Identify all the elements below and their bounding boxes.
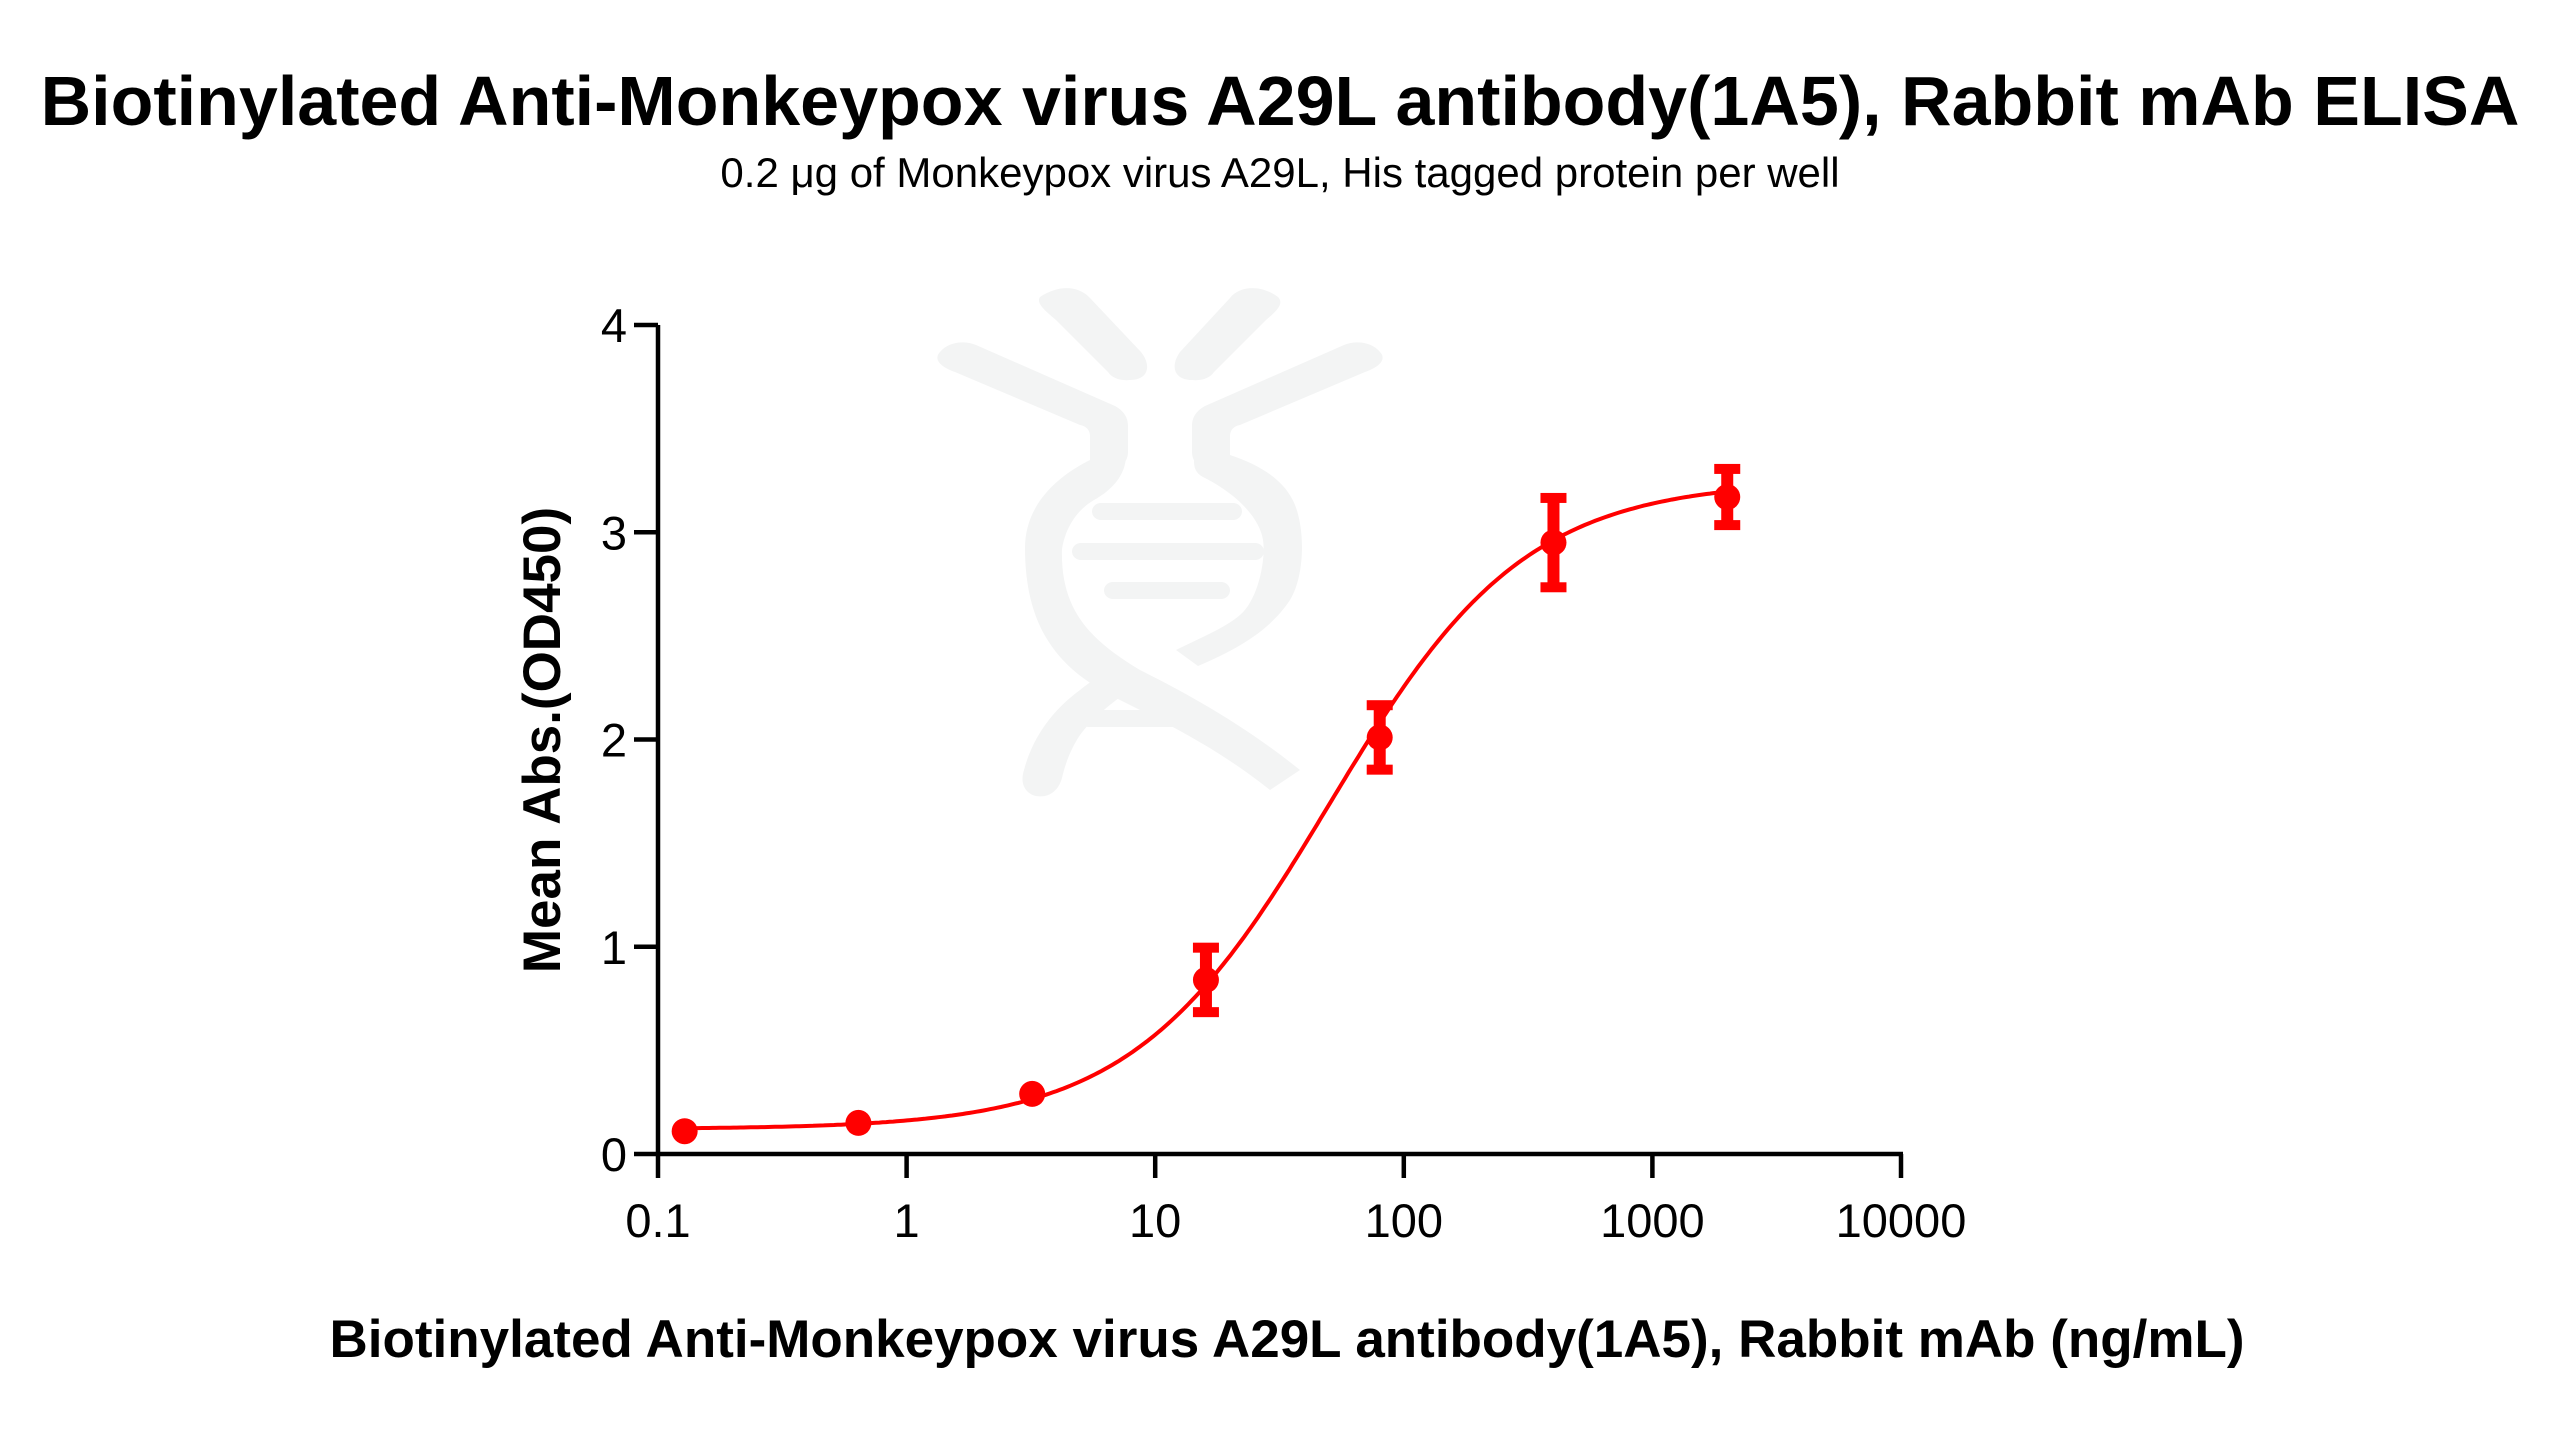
- data-point: [1192, 966, 1219, 993]
- y-tick-label: 3: [601, 506, 627, 559]
- x-tick-label: 10: [1129, 1194, 1181, 1247]
- y-tick-label: 4: [601, 299, 627, 352]
- y-axis-ticks: 0 1 2 3 4: [601, 299, 658, 1181]
- x-axis-ticks: 0.1 1 10 100 1000 10000: [625, 1154, 1966, 1247]
- y-tick-label: 1: [601, 921, 627, 974]
- x-axis-label: Biotinylated Anti-Monkeypox virus A29L a…: [330, 1310, 2245, 1369]
- chart-subtitle: 0.2 μg of Monkeypox virus A29L, His tagg…: [720, 149, 1839, 196]
- data-point: [1366, 724, 1393, 751]
- axes: [655, 325, 1903, 1157]
- data-points: [671, 484, 1741, 1145]
- y-axis-label: Mean Abs.(OD450): [513, 507, 572, 973]
- data-point: [1540, 529, 1567, 556]
- x-tick-label: 1: [894, 1194, 920, 1247]
- data-point: [1714, 484, 1741, 511]
- y-tick-label: 0: [601, 1128, 627, 1181]
- chart-title: Biotinylated Anti-Monkeypox virus A29L a…: [41, 62, 2520, 140]
- x-tick-label: 0.1: [625, 1194, 690, 1247]
- x-tick-label: 1000: [1600, 1194, 1705, 1247]
- y-tick-label: 2: [601, 714, 627, 767]
- x-tick-label: 100: [1365, 1194, 1443, 1247]
- data-point: [845, 1109, 872, 1136]
- watermark-logo-icon: [937, 288, 1383, 797]
- x-tick-label: 10000: [1836, 1194, 1967, 1247]
- data-point: [671, 1118, 698, 1145]
- data-point: [1019, 1080, 1046, 1107]
